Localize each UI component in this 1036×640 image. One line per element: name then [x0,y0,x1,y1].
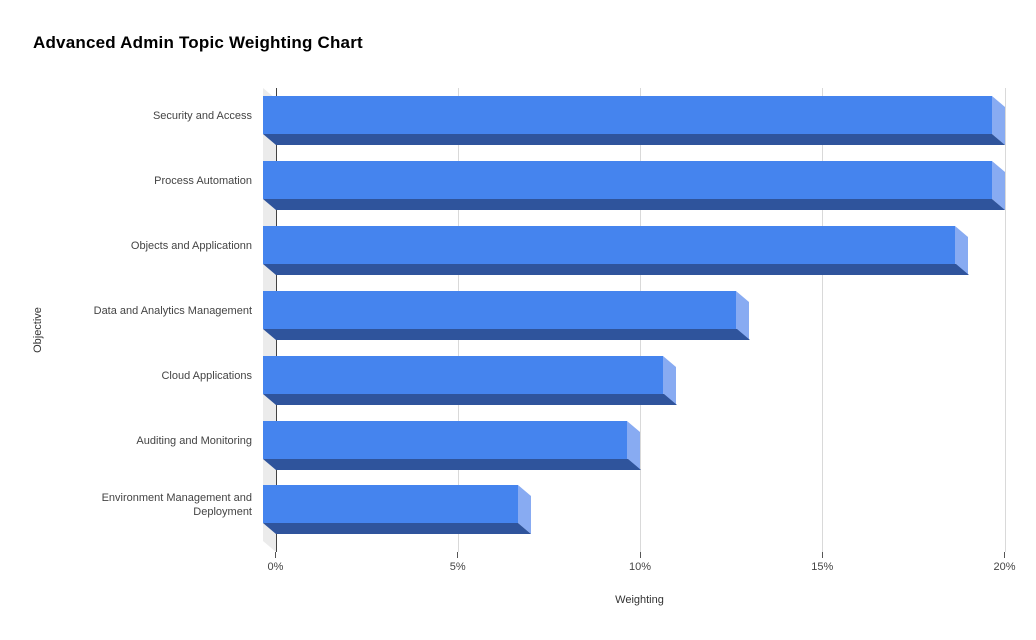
x-tick-0 [275,552,276,558]
category-label-data-and-analytics-management: Data and Analytics Management [93,304,252,317]
bar-data-and-analytics-management [262,291,750,341]
bar-bottom-face [262,199,1005,210]
bar-face [262,96,992,134]
bar-face [262,161,992,199]
y-axis-title: Objective [32,307,44,353]
x-tick-label-20: 20% [993,561,1016,573]
bar-cloud-applications [262,356,677,406]
x-tick-15 [821,552,823,558]
bar-security-and-access [262,96,1005,146]
bar-auditing-and-monitoring [262,421,640,471]
bar-bottom-face [262,394,677,405]
bar-objects-and-applicationn [262,226,969,276]
category-label-security-and-access: Security and Access [152,110,252,122]
gridline-15 [822,88,824,552]
bar-bottom-face [262,329,750,340]
x-tick-label-15: 15% [811,561,834,573]
category-label-cloud-applications: Cloud Applications [161,369,252,382]
category-label-auditing-and-monitoring: Auditing and Monitoring [136,434,252,447]
bar-face [262,421,627,459]
x-axis-title: Weighting [615,594,664,606]
x-tick-label-10: 10% [628,561,652,573]
x-tick-10 [639,552,641,558]
x-tick-label-5: 5% [449,561,466,573]
chart-title: Advanced Admin Topic Weighting Chart [33,33,363,52]
gridline-20 [1004,88,1006,552]
category-label-process-automation: Process Automation [154,174,252,187]
bar-bottom-face [262,264,969,275]
bar-process-automation [262,161,1005,211]
category-label-objects-and-applicationn: Objects and Applicationn [130,239,252,252]
bar-face [262,356,664,394]
x-tick-20 [1004,552,1005,558]
x-tick-5 [457,552,459,558]
x-tick-label-0: 0% [267,561,284,573]
category-label-environment-management-and-deployment: Environment Management and Deployment [101,492,252,519]
bar-bottom-face [262,134,1005,145]
bar-bottom-face [262,459,640,470]
bar-environment-management-and-deployment [262,485,531,535]
bar-face [262,485,518,523]
bar-face [262,291,737,329]
bar-bottom-face [262,523,531,534]
bar-face [262,226,956,264]
